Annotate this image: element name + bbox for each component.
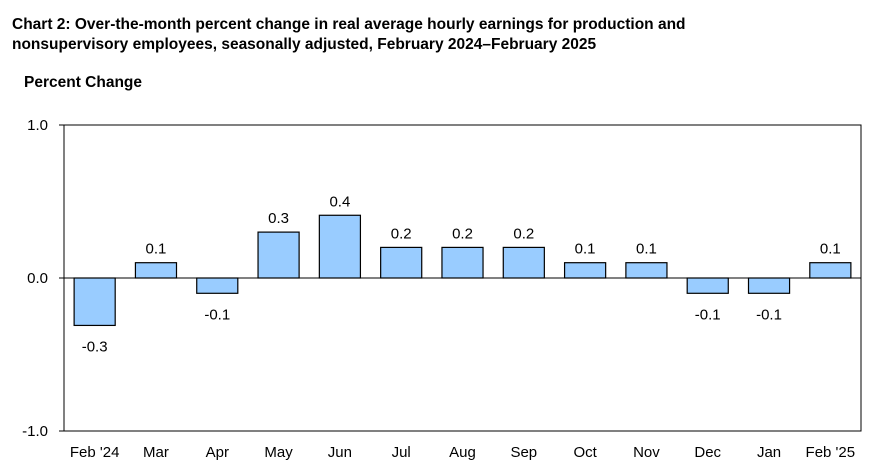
bar	[257, 231, 300, 279]
bar	[686, 277, 729, 294]
data-label: 0.2	[452, 225, 473, 242]
x-tick-label: Jan	[757, 444, 781, 461]
x-tick-label: Feb '25	[806, 444, 856, 461]
x-tick-label: Sep	[510, 444, 537, 461]
chart-title: Chart 2: Over-the-month percent change i…	[12, 15, 872, 55]
data-label: -0.1	[204, 306, 230, 323]
data-label: 0.1	[820, 241, 841, 258]
bar	[747, 277, 791, 294]
x-tick-label: Mar	[143, 444, 169, 461]
bar	[73, 277, 116, 327]
bars	[73, 214, 852, 327]
y-axis-label: Percent Change	[24, 74, 143, 91]
data-label: 0.1	[575, 241, 596, 258]
bar	[318, 214, 362, 279]
data-label: 0.3	[268, 210, 289, 227]
y-axis-ticks: 1.0 0.0 -1.0	[22, 117, 64, 440]
bar	[441, 246, 484, 279]
data-label: 0.2	[391, 225, 412, 242]
x-tick-label: Dec	[694, 444, 721, 461]
bar	[625, 262, 668, 279]
bar	[196, 277, 239, 294]
x-tick-label: Nov	[633, 444, 660, 461]
bar	[134, 262, 178, 279]
chart-title-line-2: nonsupervisory employees, seasonally adj…	[12, 36, 597, 53]
bar	[380, 246, 423, 279]
bar	[809, 262, 852, 279]
x-tick-label: Feb '24	[70, 444, 120, 461]
x-tick-label: Jul	[392, 444, 411, 461]
x-tick-label: May	[264, 444, 293, 461]
x-tick-label: Jun	[328, 444, 352, 461]
data-labels: -0.3 0.1 -0.1 0.3 0.4 0.2 0.2 0.2 0.1 0.1 -0.1 -0.1…	[82, 193, 841, 355]
bar	[502, 246, 545, 279]
y-tick-label: -1.0	[22, 423, 48, 440]
chart-title-line-1: Chart 2: Over-the-month percent change i…	[12, 16, 686, 33]
data-label: -0.3	[82, 338, 108, 355]
x-tick-label: Aug	[449, 444, 476, 461]
y-tick-label: 1.0	[27, 117, 48, 134]
x-axis-ticks: Feb '24 Mar Apr May Jun Jul Aug Sep Oct Nov Dec Jan…	[70, 444, 855, 461]
x-tick-label: Oct	[573, 444, 597, 461]
y-tick-label: 0.0	[27, 270, 48, 287]
data-label: 0.1	[636, 241, 657, 258]
data-label: -0.1	[695, 306, 721, 323]
x-tick-label: Apr	[206, 444, 229, 461]
data-label: 0.4	[329, 193, 350, 210]
data-label: 0.1	[146, 241, 167, 258]
data-label: 0.2	[513, 225, 534, 242]
bar	[563, 262, 607, 279]
data-label: -0.1	[756, 306, 782, 323]
